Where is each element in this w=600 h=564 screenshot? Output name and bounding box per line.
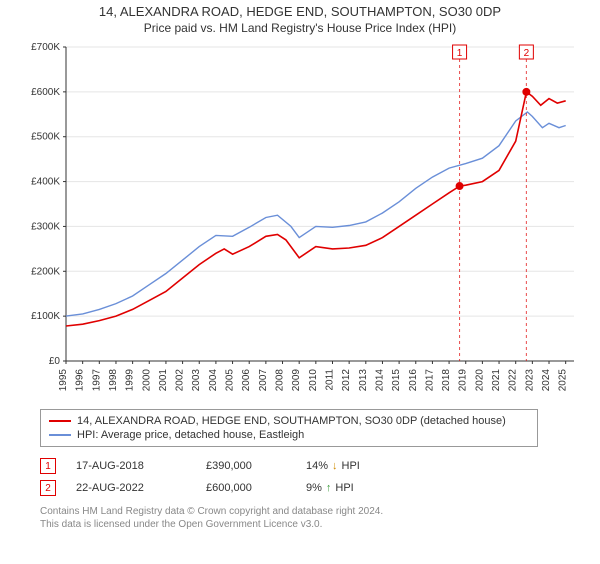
svg-text:2012: 2012 <box>341 369 352 392</box>
svg-text:£0: £0 <box>49 356 61 367</box>
transactions-table: 1 17-AUG-2018 £390,000 14%↓HPI 2 22-AUG-2022 £… <box>40 455 520 499</box>
svg-text:2017: 2017 <box>424 369 435 392</box>
svg-text:2021: 2021 <box>491 369 502 392</box>
footer: Contains HM Land Registry data © Crown c… <box>40 505 580 531</box>
svg-text:2016: 2016 <box>408 369 419 392</box>
svg-text:2006: 2006 <box>241 369 252 392</box>
hpi-line <box>66 112 566 316</box>
svg-text:2009: 2009 <box>291 369 302 392</box>
svg-text:£400K: £400K <box>31 177 60 188</box>
chart-svg: £0 £100K £200K £300K £400K £500K £600K £700K 199… <box>20 41 580 401</box>
svg-text:£700K: £700K <box>31 42 60 53</box>
transaction-index-icon: 2 <box>40 480 56 496</box>
transaction-vs-hpi: 9%↑HPI <box>306 482 406 494</box>
svg-text:1999: 1999 <box>125 369 136 392</box>
transaction-price: £390,000 <box>206 460 286 472</box>
chart-subtitle: Price paid vs. HM Land Registry's House … <box>0 21 600 35</box>
svg-text:2018: 2018 <box>441 369 452 392</box>
footer-line-1: Contains HM Land Registry data © Crown c… <box>40 505 580 518</box>
legend-label: HPI: Average price, detached house, East… <box>77 429 304 441</box>
svg-text:2023: 2023 <box>524 369 535 392</box>
svg-text:2020: 2020 <box>474 369 485 392</box>
svg-text:2019: 2019 <box>458 369 469 392</box>
svg-text:1: 1 <box>457 48 463 59</box>
svg-text:1998: 1998 <box>108 369 119 392</box>
svg-text:2013: 2013 <box>358 369 369 392</box>
svg-text:2008: 2008 <box>275 369 286 392</box>
svg-text:£600K: £600K <box>31 87 60 98</box>
legend-swatch <box>49 434 71 436</box>
transaction-date: 17-AUG-2018 <box>76 460 186 472</box>
transaction-marker <box>522 88 530 96</box>
legend-swatch <box>49 420 71 422</box>
svg-text:2022: 2022 <box>508 369 519 392</box>
svg-text:2000: 2000 <box>141 369 152 392</box>
svg-text:2003: 2003 <box>191 369 202 392</box>
arrow-up-icon: ↑ <box>326 482 332 494</box>
svg-text:1995: 1995 <box>58 369 69 392</box>
arrow-down-icon: ↓ <box>332 460 338 472</box>
legend-item: 14, ALEXANDRA ROAD, HEDGE END, SOUTHAMPT… <box>49 414 529 428</box>
svg-text:2014: 2014 <box>374 369 385 392</box>
svg-text:2001: 2001 <box>158 369 169 392</box>
transaction-vs-hpi: 14%↓HPI <box>306 460 406 472</box>
chart-area: £0 £100K £200K £300K £400K £500K £600K £700K 199… <box>20 41 580 401</box>
svg-text:2011: 2011 <box>324 369 335 391</box>
svg-text:2015: 2015 <box>391 369 402 392</box>
svg-text:2007: 2007 <box>258 369 269 392</box>
svg-text:£300K: £300K <box>31 221 60 232</box>
svg-text:2024: 2024 <box>541 369 552 392</box>
svg-text:2025: 2025 <box>558 369 569 392</box>
svg-text:2004: 2004 <box>208 369 219 392</box>
svg-text:2005: 2005 <box>225 369 236 392</box>
svg-text:2010: 2010 <box>308 369 319 392</box>
legend-label: 14, ALEXANDRA ROAD, HEDGE END, SOUTHAMPT… <box>77 415 506 427</box>
svg-text:2002: 2002 <box>175 369 186 392</box>
svg-text:1996: 1996 <box>75 369 86 392</box>
svg-text:£100K: £100K <box>31 311 60 322</box>
transaction-marker <box>456 182 464 190</box>
transaction-date: 22-AUG-2022 <box>76 482 186 494</box>
transaction-row: 1 17-AUG-2018 £390,000 14%↓HPI <box>40 455 520 477</box>
svg-text:2: 2 <box>524 48 530 59</box>
transaction-price: £600,000 <box>206 482 286 494</box>
legend-item: HPI: Average price, detached house, East… <box>49 428 529 442</box>
transaction-row: 2 22-AUG-2022 £600,000 9%↑HPI <box>40 477 520 499</box>
legend: 14, ALEXANDRA ROAD, HEDGE END, SOUTHAMPT… <box>40 409 538 447</box>
svg-text:£200K: £200K <box>31 266 60 277</box>
chart-title: 14, ALEXANDRA ROAD, HEDGE END, SOUTHAMPT… <box>0 4 600 19</box>
svg-text:1997: 1997 <box>91 369 102 392</box>
svg-text:£500K: £500K <box>31 132 60 143</box>
footer-line-2: This data is licensed under the Open Gov… <box>40 518 580 531</box>
transaction-index-icon: 1 <box>40 458 56 474</box>
